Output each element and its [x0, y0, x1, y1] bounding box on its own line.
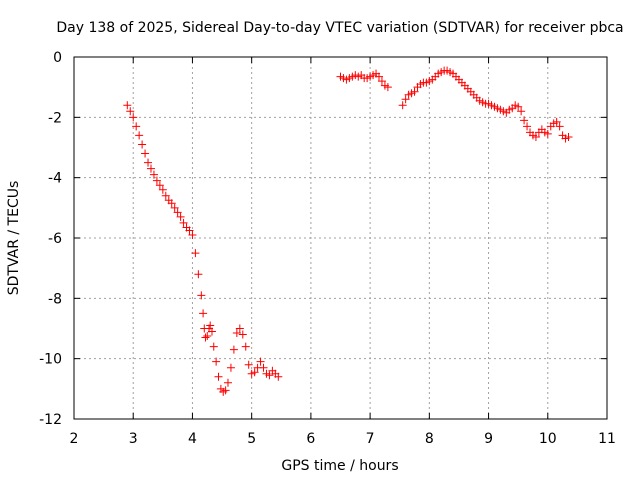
x-tick-label-10: 10 [539, 431, 557, 447]
data-point [514, 102, 523, 111]
data-point [223, 378, 232, 387]
data-point [207, 327, 216, 336]
data-point [155, 181, 164, 190]
data-point [564, 132, 573, 141]
grid [74, 57, 607, 419]
y-tick-label--12: -12 [39, 412, 62, 428]
data-point [167, 199, 176, 208]
data-point [259, 363, 268, 372]
data-point [185, 226, 194, 235]
data-point [398, 101, 407, 110]
data-point [191, 249, 200, 258]
data-point [256, 357, 265, 366]
x-tick-label-8: 8 [425, 431, 434, 447]
data-point [552, 117, 561, 126]
data-point [188, 230, 197, 239]
y-tick-label--6: -6 [48, 231, 62, 247]
data-point [543, 129, 552, 138]
data-point [173, 208, 182, 217]
y-tick-label--2: -2 [48, 110, 62, 126]
data-point [170, 203, 179, 212]
data-point [138, 140, 147, 149]
data-point [129, 113, 138, 122]
data-point [126, 107, 135, 116]
data-point [232, 329, 241, 338]
data-point [201, 333, 210, 342]
chart-title: Day 138 of 2025, Sidereal Day-to-day VTE… [56, 20, 623, 36]
y-axis-label: SDTVAR / TECUs [6, 181, 22, 296]
data-point [377, 77, 386, 86]
data-point [555, 122, 564, 131]
data-point [209, 342, 218, 351]
y-tick-label--8: -8 [48, 291, 62, 307]
data-point [194, 270, 203, 279]
data-point [197, 291, 206, 300]
x-tick-label-5: 5 [247, 431, 256, 447]
data-series-sdtvar [123, 66, 573, 396]
data-point [141, 149, 150, 158]
data-point [238, 330, 247, 339]
x-tick-label-3: 3 [129, 431, 138, 447]
data-point [520, 116, 529, 125]
y-tick-label--4: -4 [48, 171, 62, 187]
data-point [244, 360, 253, 369]
data-point [274, 372, 283, 381]
data-point [221, 386, 230, 395]
data-point [144, 158, 153, 167]
data-point [241, 342, 250, 351]
axis-ticks: 2 3 4 5 6 7 8 9 10 11 0 -2 -4 -6 -8 -10 -12 [39, 50, 616, 447]
data-point [229, 345, 238, 354]
data-point [383, 83, 392, 92]
data-point [410, 87, 419, 96]
data-point [250, 368, 259, 377]
data-point [158, 185, 167, 194]
y-tick-label-0: 0 [53, 50, 62, 66]
data-point [132, 122, 141, 131]
data-point [235, 324, 244, 333]
data-point [176, 212, 185, 221]
data-point [212, 357, 221, 366]
data-point [226, 363, 235, 372]
x-axis-label: GPS time / hours [281, 458, 398, 474]
data-point [214, 372, 223, 381]
data-point [206, 321, 215, 330]
data-point [179, 218, 188, 227]
x-tick-label-11: 11 [598, 431, 616, 447]
data-point [531, 132, 540, 141]
data-point [161, 191, 170, 200]
data-point [152, 176, 161, 185]
data-point [523, 122, 532, 131]
data-point [135, 131, 144, 140]
data-point [199, 309, 208, 318]
x-tick-label-2: 2 [70, 431, 79, 447]
x-tick-label-4: 4 [188, 431, 197, 447]
x-tick-label-9: 9 [484, 431, 493, 447]
data-point [123, 101, 132, 110]
data-point [401, 95, 410, 104]
data-point [517, 107, 526, 116]
data-point [374, 72, 383, 81]
data-point [203, 332, 212, 341]
x-tick-label-6: 6 [306, 431, 315, 447]
data-point [149, 170, 158, 179]
x-tick-label-7: 7 [366, 431, 375, 447]
data-point [265, 371, 274, 380]
y-tick-label--10: -10 [39, 352, 62, 368]
data-point [146, 164, 155, 173]
